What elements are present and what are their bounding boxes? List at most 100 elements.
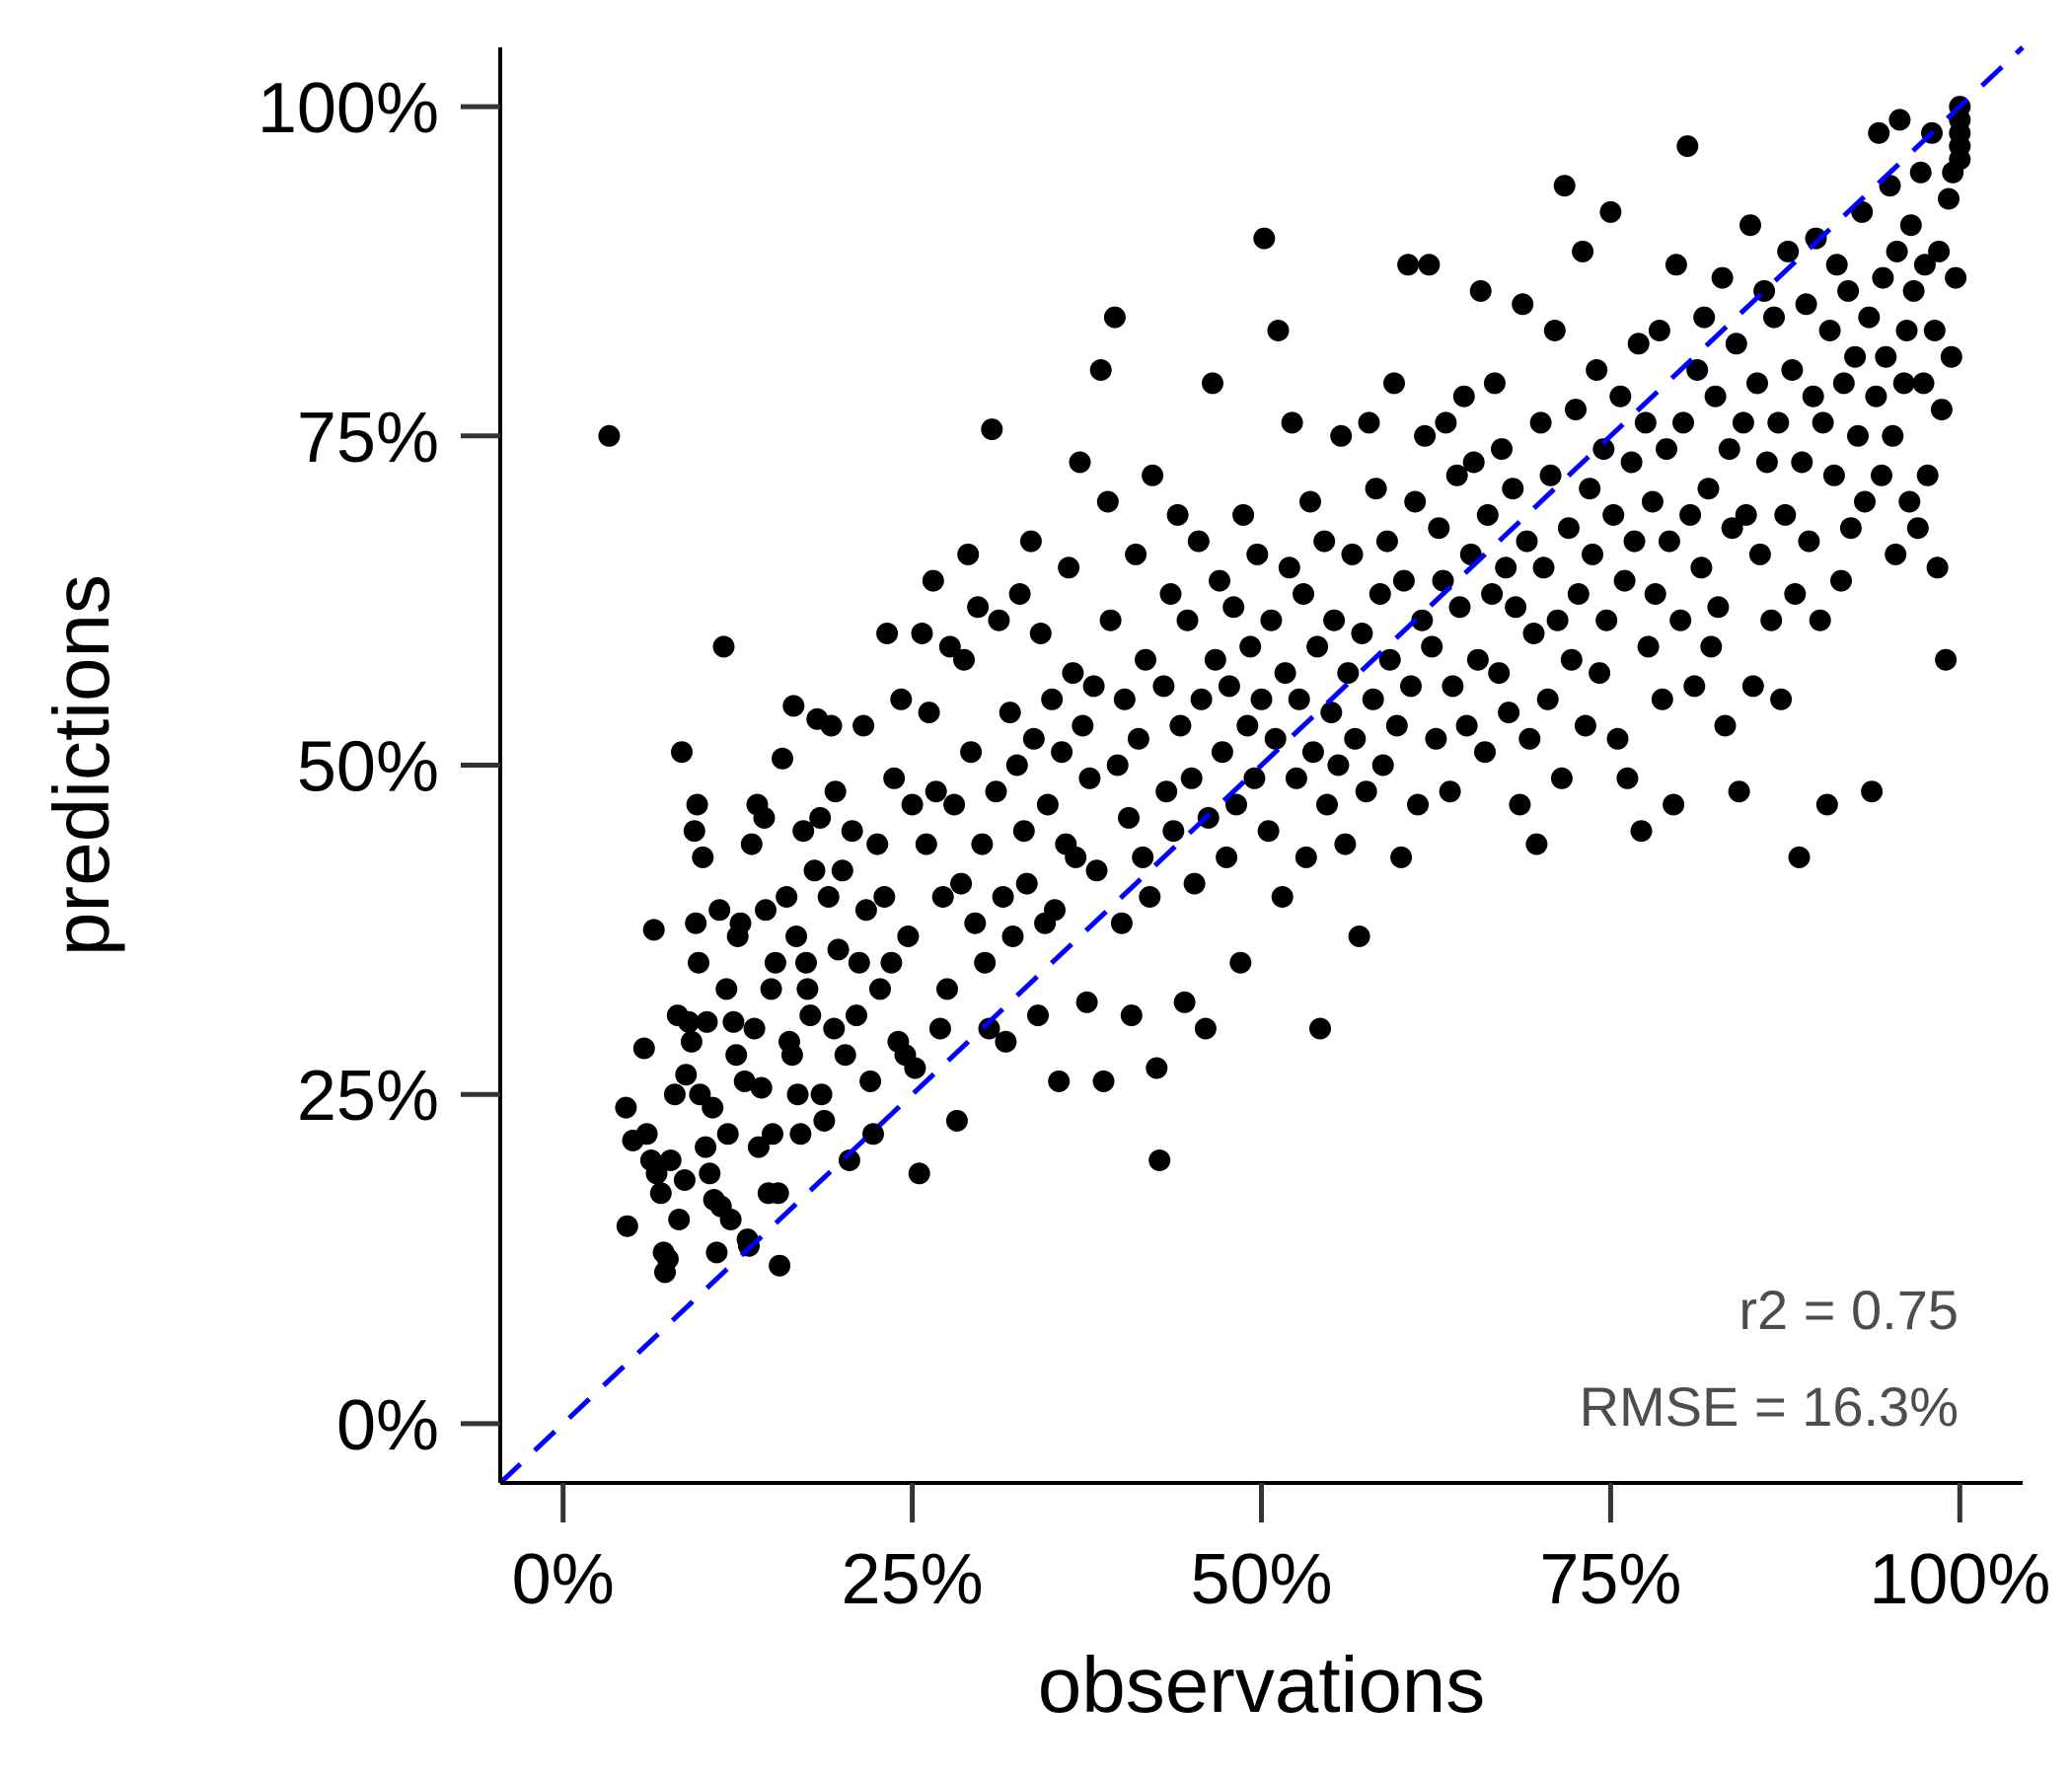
data-point (1725, 333, 1747, 355)
data-point (649, 1182, 672, 1205)
data-point (1599, 200, 1622, 223)
data-point (876, 623, 899, 644)
data-point (616, 1215, 638, 1237)
data-point (1798, 530, 1820, 553)
data-point (1809, 609, 1831, 631)
data-point (1872, 266, 1894, 289)
data-point (928, 1017, 951, 1040)
data-point (1466, 648, 1489, 671)
data-point (755, 899, 777, 922)
data-point (1155, 780, 1178, 803)
data-point (705, 1241, 728, 1264)
data-point (722, 1010, 745, 1033)
data-point (598, 424, 621, 447)
data-point (1565, 399, 1587, 421)
data-point (1641, 490, 1664, 513)
data-point (1546, 609, 1569, 631)
data-point (1162, 820, 1185, 843)
data-point (719, 1209, 742, 1230)
data-point (729, 912, 752, 934)
data-point (683, 820, 705, 843)
data-point (1293, 583, 1314, 605)
data-point (692, 846, 714, 868)
data-point (1418, 254, 1441, 276)
data-point (1069, 451, 1091, 474)
data-point (1892, 372, 1915, 395)
data-point (838, 1149, 860, 1171)
data-point (1327, 754, 1350, 777)
data-point (1271, 886, 1294, 908)
data-point (663, 1083, 686, 1106)
data-point (1589, 662, 1611, 685)
data-point (1938, 187, 1960, 210)
data-point (1216, 846, 1238, 868)
data-point (1022, 727, 1045, 750)
data-point (1572, 240, 1594, 262)
data-point (645, 1162, 668, 1185)
data-point (1930, 399, 1953, 421)
data-point (1795, 293, 1817, 316)
data-point (1118, 806, 1140, 829)
data-point (780, 1044, 803, 1067)
y-tick-label: 25% (297, 1057, 439, 1136)
data-point (686, 793, 708, 816)
data-point (1888, 109, 1911, 131)
data-point (747, 1136, 770, 1158)
data-point (1355, 780, 1377, 803)
data-point (1253, 227, 1276, 250)
data-point (1748, 543, 1771, 565)
data-point (953, 648, 975, 671)
data-point (1815, 793, 1838, 816)
data-point (702, 1096, 724, 1119)
data-point (1378, 648, 1401, 671)
data-point (1913, 254, 1936, 276)
data-point (1679, 503, 1702, 526)
data-point (1421, 635, 1443, 658)
data-point (796, 978, 819, 1000)
data-point (803, 859, 826, 882)
data-point (1306, 635, 1329, 658)
x-tick-label: 100% (1869, 1540, 2050, 1619)
data-point (716, 1123, 739, 1146)
data-point (1222, 596, 1245, 619)
data-point (712, 635, 735, 658)
data-point (1529, 411, 1552, 434)
data-point (1837, 279, 1860, 302)
data-point (1481, 583, 1504, 605)
data-point (1844, 345, 1867, 368)
data-point (1488, 662, 1511, 685)
data-point (1428, 517, 1450, 540)
data-point (1135, 648, 1156, 671)
data-point (675, 1064, 698, 1086)
data-point (1281, 411, 1303, 434)
data-point (918, 702, 940, 724)
data-point (827, 938, 850, 961)
data-point (1407, 793, 1429, 816)
data-point (957, 543, 980, 565)
data-point (911, 623, 933, 644)
data-point (1714, 714, 1737, 737)
data-point (1209, 569, 1230, 592)
data-point (1935, 648, 1958, 671)
data-point (809, 806, 832, 829)
data-point (834, 1044, 856, 1067)
data-point (776, 886, 798, 908)
data-point (1243, 767, 1266, 789)
data-point (1777, 240, 1800, 262)
data-point (1871, 464, 1892, 486)
data-point (873, 886, 896, 908)
data-point (1620, 451, 1643, 474)
data-point (1579, 478, 1601, 500)
data-point (1812, 411, 1834, 434)
identity-reference-line (498, 45, 2025, 1485)
data-point (817, 886, 840, 908)
data-point (1229, 951, 1252, 974)
data-point (1012, 820, 1035, 843)
data-point (1225, 793, 1247, 816)
data-point (740, 833, 763, 855)
data-point (1029, 623, 1052, 644)
data-point (908, 1162, 930, 1185)
data-point (1048, 1070, 1071, 1092)
data-point (1656, 438, 1677, 461)
